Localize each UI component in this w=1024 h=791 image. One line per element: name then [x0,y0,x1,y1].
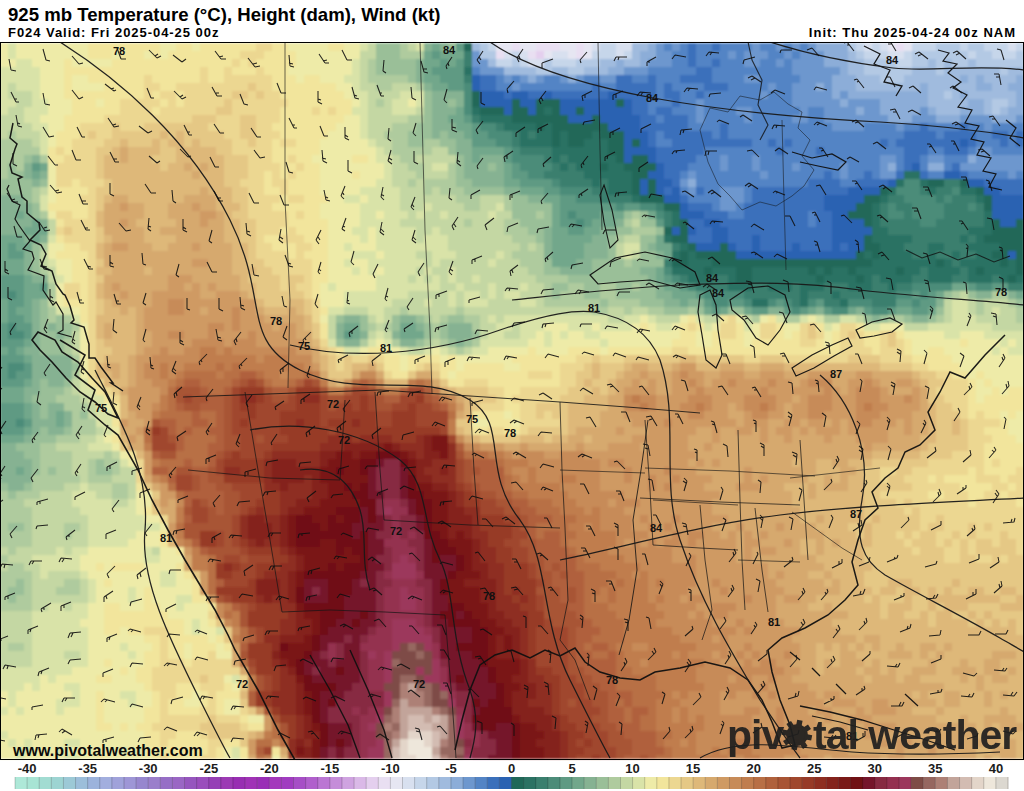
svg-text:78: 78 [270,315,282,327]
svg-text:35: 35 [928,761,942,776]
svg-text:Init: Thu 2025-04-24 00z NAM: Init: Thu 2025-04-24 00z NAM [809,25,1016,40]
svg-text:78: 78 [113,45,125,57]
svg-text:-25: -25 [199,761,218,776]
svg-text:piv: piv [727,712,784,758]
svg-text:75: 75 [298,340,310,352]
svg-text:75: 75 [95,402,107,414]
svg-text:-20: -20 [260,761,279,776]
svg-text:20: 20 [746,761,760,776]
svg-text:72: 72 [338,434,350,446]
svg-text:72: 72 [236,678,248,690]
svg-text:-30: -30 [139,761,158,776]
svg-text:72: 72 [413,678,425,690]
svg-text:87: 87 [830,368,842,380]
svg-text:87: 87 [850,508,862,520]
svg-text:81: 81 [588,302,600,314]
svg-text:72: 72 [327,398,339,410]
svg-text:-40: -40 [18,761,37,776]
svg-text:25: 25 [807,761,821,776]
svg-text:84: 84 [706,272,719,284]
svg-text:30: 30 [868,761,882,776]
svg-text:78: 78 [606,674,618,686]
svg-text:84: 84 [650,522,663,534]
svg-text:78: 78 [504,427,516,439]
svg-text:81: 81 [768,616,780,628]
svg-text:-10: -10 [381,761,400,776]
svg-text:78: 78 [483,590,495,602]
svg-text:-35: -35 [78,761,97,776]
svg-text:0: 0 [508,761,515,776]
svg-text:tal weather: tal weather [813,712,1017,758]
svg-text:-5: -5 [445,761,457,776]
svg-text:84: 84 [712,287,725,299]
svg-text:75: 75 [466,413,478,425]
svg-text:84: 84 [886,54,899,66]
svg-text:10: 10 [625,761,639,776]
svg-text:www.pivotalweather.com: www.pivotalweather.com [12,742,203,759]
svg-text:78: 78 [995,286,1007,298]
svg-text:-15: -15 [321,761,340,776]
svg-text:F024 Valid: Fri 2025-04-25 00z: F024 Valid: Fri 2025-04-25 00z [8,25,219,40]
svg-text:81: 81 [380,342,392,354]
svg-text:81: 81 [160,532,172,544]
svg-text:925 mb Temperature (°C), Heigh: 925 mb Temperature (°C), Height (dam), W… [8,4,441,25]
svg-text:84: 84 [443,44,456,56]
svg-text:84: 84 [646,92,659,104]
svg-text:72: 72 [390,525,402,537]
svg-text:15: 15 [686,761,700,776]
svg-text:5: 5 [568,761,575,776]
svg-text:40: 40 [989,761,1003,776]
